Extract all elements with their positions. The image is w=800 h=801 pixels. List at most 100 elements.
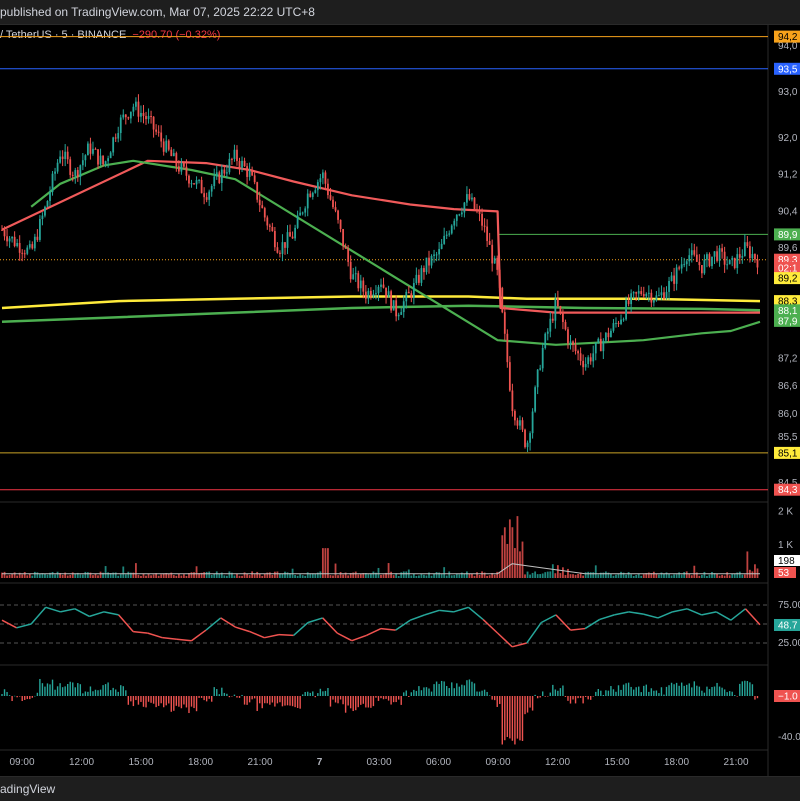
oscillator-bar bbox=[635, 687, 637, 696]
oscillator-bar bbox=[749, 682, 751, 696]
candle-body bbox=[390, 291, 393, 311]
oscillator-bar bbox=[660, 687, 663, 696]
candle-body bbox=[642, 294, 645, 297]
oscillator-bar bbox=[296, 696, 299, 708]
volume-bar bbox=[6, 575, 8, 578]
volume-bar bbox=[231, 572, 233, 578]
oscillator-bar bbox=[266, 696, 268, 704]
candle-body bbox=[604, 332, 607, 341]
candle-body bbox=[362, 280, 365, 292]
oscillator-bar bbox=[370, 696, 372, 708]
rsi-tag bbox=[774, 618, 800, 631]
candle-body bbox=[460, 212, 463, 215]
candle-body bbox=[180, 163, 183, 172]
volume-bar bbox=[483, 572, 486, 578]
candle-body bbox=[433, 254, 435, 256]
oscillator-bar bbox=[650, 688, 653, 696]
oscillator-bar bbox=[516, 696, 519, 739]
volume-bar bbox=[172, 575, 175, 578]
candle-body bbox=[700, 265, 703, 274]
candle-body bbox=[685, 261, 688, 265]
rsi-segment bbox=[439, 609, 454, 613]
oscillator-bar bbox=[751, 684, 754, 696]
candle-body bbox=[698, 261, 701, 266]
oscillator-bar bbox=[365, 696, 367, 708]
candle-body bbox=[294, 227, 296, 239]
oscillator-bar bbox=[221, 687, 223, 696]
oscillator-bar bbox=[102, 685, 104, 696]
candle-body bbox=[541, 348, 544, 369]
volume-bar bbox=[620, 571, 622, 578]
volume-bar bbox=[251, 571, 254, 578]
oscillator-bar bbox=[562, 685, 564, 696]
oscillator-bar bbox=[526, 696, 529, 713]
volume-bar bbox=[559, 573, 562, 578]
price-tag-label: 93,5 bbox=[778, 64, 798, 75]
oscillator-bar bbox=[638, 686, 640, 696]
oscillator-bar bbox=[731, 691, 733, 696]
volume-bar bbox=[289, 573, 291, 578]
candle-body bbox=[334, 207, 337, 211]
oscillator-bar bbox=[291, 696, 294, 707]
oscillator-bar bbox=[334, 696, 337, 703]
volume-bar bbox=[266, 572, 269, 578]
volume-bar bbox=[200, 572, 203, 578]
volume-bar bbox=[743, 574, 746, 578]
volume-bar bbox=[246, 573, 248, 578]
volume-bar bbox=[392, 575, 395, 578]
volume-bar bbox=[364, 573, 367, 578]
volume-bar bbox=[31, 575, 34, 578]
volume-bar bbox=[471, 573, 473, 578]
candle-body bbox=[582, 360, 585, 368]
rsi-segment bbox=[512, 642, 527, 648]
oscillator-bar bbox=[632, 689, 635, 696]
oscillator-bar bbox=[572, 696, 574, 700]
oscillator-bar bbox=[739, 683, 741, 696]
oscillator-bar bbox=[13, 695, 16, 697]
candle-body bbox=[266, 217, 269, 226]
oscillator-bar bbox=[673, 684, 675, 696]
volume-bar bbox=[107, 572, 110, 578]
candle-body bbox=[466, 194, 468, 203]
candle-body bbox=[117, 133, 120, 139]
oscillator-bar bbox=[59, 683, 61, 696]
price-tag bbox=[774, 304, 800, 317]
candle-body bbox=[218, 172, 221, 183]
oscillator-bar bbox=[494, 696, 496, 701]
volume-bar bbox=[167, 573, 170, 578]
candle-body bbox=[751, 254, 754, 259]
rsi-segment bbox=[672, 608, 688, 613]
oscillator-bar bbox=[259, 696, 261, 704]
oscillator-bar bbox=[150, 696, 152, 703]
oscillator-bar bbox=[205, 696, 208, 702]
volume-bar bbox=[39, 574, 41, 578]
volume-bar bbox=[294, 575, 296, 578]
volume-bar bbox=[622, 572, 625, 578]
volume-bar bbox=[243, 572, 246, 578]
volume-bar bbox=[423, 574, 425, 578]
volume-bar bbox=[655, 573, 658, 578]
oscillator-bar bbox=[342, 696, 344, 705]
candle-body bbox=[551, 318, 554, 321]
oscillator-bar bbox=[499, 696, 501, 704]
candle-body bbox=[193, 183, 195, 185]
price-tag bbox=[774, 483, 800, 496]
candle-body bbox=[172, 153, 175, 157]
candle-body bbox=[215, 172, 218, 177]
oscillator-bar bbox=[97, 690, 99, 696]
oscillator-bar bbox=[347, 696, 349, 706]
oscillator-bar bbox=[456, 683, 458, 696]
candle-body bbox=[736, 254, 739, 269]
volume-bar bbox=[592, 572, 595, 578]
oscillator-bar bbox=[170, 696, 172, 712]
candle-body bbox=[660, 292, 663, 296]
candle-body bbox=[589, 357, 592, 362]
volume-bar bbox=[104, 566, 107, 578]
candle-body bbox=[375, 293, 377, 295]
volume-bar bbox=[64, 572, 67, 578]
oscillator-bar bbox=[392, 696, 395, 703]
volume-bar bbox=[256, 571, 259, 578]
volume-bar bbox=[615, 574, 617, 578]
candle-body bbox=[344, 246, 347, 249]
